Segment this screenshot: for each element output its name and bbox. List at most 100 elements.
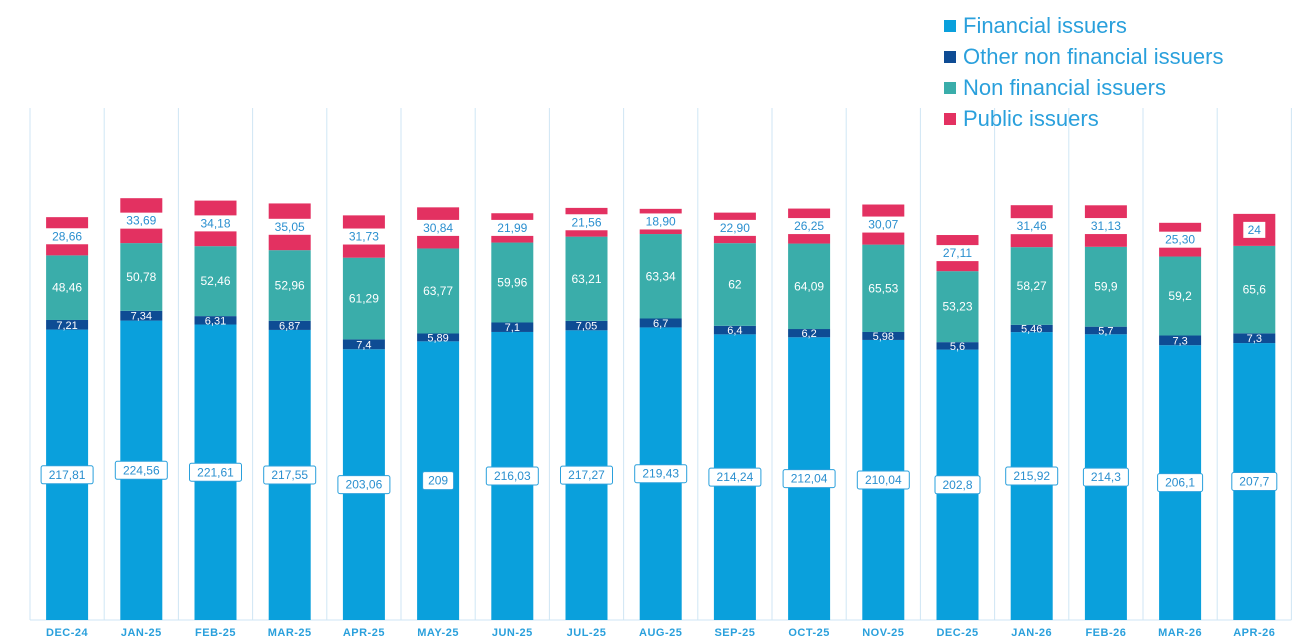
data-label-box: [1158, 231, 1202, 248]
legend-label: Non financial issuers: [963, 74, 1166, 100]
data-label: 7,4: [356, 339, 371, 351]
data-label-box: [268, 218, 312, 235]
x-tick-label: NOV-25: [862, 627, 904, 639]
bar-segment-non-financial-issuers: [713, 243, 756, 326]
x-tick-label: APR-26: [1233, 627, 1275, 639]
x-tick-label: JUL-25: [567, 627, 607, 639]
data-label: 207,7: [1239, 475, 1269, 489]
bar-segment-non-financial-issuers: [1010, 247, 1053, 325]
data-label-box: [1084, 218, 1128, 235]
data-label: 7,3: [1247, 333, 1262, 345]
data-label-box: [560, 465, 613, 485]
data-label: 206,1: [1165, 476, 1195, 490]
data-label: 21,56: [571, 215, 601, 229]
bar-segment-non-financial-issuers: [1084, 246, 1127, 327]
data-label-box: [485, 466, 539, 486]
bar-segment-non-financial-issuers: [639, 234, 682, 319]
legend-swatch-financial: [944, 19, 956, 32]
data-label-box: [565, 214, 608, 231]
x-tick-label: MAY-25: [417, 627, 459, 639]
bar-segment-other-non-financial-issuers: [1084, 326, 1127, 335]
x-tick-label: MAR-26: [1158, 627, 1202, 639]
grid-lines: [29, 108, 1292, 621]
data-label: 221,61: [197, 465, 234, 479]
data-label: 59,96: [497, 276, 527, 290]
x-tick-label: AUG-25: [639, 627, 682, 639]
bar-segment-non-financial-issuers: [268, 250, 311, 321]
bar-segment-non-financial-issuers: [46, 255, 89, 320]
bar-segment-other-non-financial-issuers: [417, 333, 460, 342]
data-label: 5,98: [873, 331, 894, 343]
data-label: 34,18: [200, 216, 230, 230]
x-tick-label: MAR-25: [268, 627, 312, 639]
x-tick-label: FEB-26: [1085, 627, 1126, 639]
data-label: 6,7: [653, 318, 668, 330]
data-label: 5,89: [427, 332, 448, 344]
data-label: 7,1: [505, 322, 520, 334]
x-tick-label: DEC-25: [936, 627, 978, 639]
data-label-box: [1010, 218, 1054, 235]
data-label-box: [119, 212, 163, 229]
data-label-box: [263, 465, 317, 485]
data-label: 203,06: [346, 478, 383, 492]
data-label: 22,90: [720, 221, 750, 235]
legend-swatch-other-non-financial: [944, 50, 956, 63]
data-label: 7,34: [131, 311, 152, 323]
legend-item-public-issuers: Public issuers: [944, 103, 1223, 134]
data-label-box: [337, 475, 391, 495]
data-label-box: [114, 460, 168, 480]
data-label: 30,07: [868, 218, 898, 232]
x-tick-label: APR-25: [343, 627, 385, 639]
data-label-box: [856, 470, 910, 490]
data-label: 31,46: [1017, 219, 1047, 233]
bar-segment-other-non-financial-issuers: [342, 339, 385, 350]
data-label: 53,23: [942, 300, 972, 314]
x-tick-label: SEP-25: [714, 627, 755, 639]
data-label: 50,78: [126, 270, 156, 284]
data-label: 62: [728, 277, 742, 291]
data-label: 58,27: [1017, 279, 1047, 293]
data-label: 202,8: [942, 478, 972, 492]
data-label: 48,46: [52, 281, 82, 295]
data-label: 212,04: [791, 472, 828, 486]
legend-label: Financial issuers: [963, 12, 1127, 38]
bar-segment-non-financial-issuers: [788, 243, 831, 330]
data-label-box: [490, 219, 534, 236]
data-label-box: [1231, 472, 1278, 492]
x-tick-label: JUN-25: [492, 627, 533, 639]
data-label: 219,43: [642, 467, 679, 481]
bar-segment-non-financial-issuers: [417, 248, 460, 334]
bar-segment-other-non-financial-issuers: [788, 329, 831, 338]
data-label: 5,46: [1021, 323, 1042, 335]
data-label: 7,05: [576, 321, 597, 333]
bar-segment-non-financial-issuers: [862, 244, 905, 332]
bar-segment-non-financial-issuers: [120, 243, 163, 311]
data-label-box: [934, 475, 981, 495]
bar-segment-non-financial-issuers: [1159, 256, 1202, 336]
data-label-box: [422, 471, 455, 491]
bar-segment-non-financial-issuers: [342, 257, 385, 340]
data-label: 215,92: [1013, 469, 1050, 483]
data-label: 7,3: [1172, 335, 1187, 347]
bar-segment-other-non-financial-issuers: [713, 325, 756, 335]
data-label: 6,87: [279, 320, 300, 332]
data-labels: 217,81 7,21 48,46 28,66 224,56 7,34 50,78 33,69…: [40, 212, 1278, 495]
data-label: 6,2: [801, 328, 816, 340]
legend-item-financial-issuers: Financial issuers: [944, 10, 1223, 41]
data-label: 59,2: [1168, 289, 1192, 303]
bar-segment-other-non-financial-issuers: [862, 331, 905, 340]
data-label: 5,7: [1098, 325, 1113, 337]
data-label: 33,69: [126, 214, 156, 228]
data-label: 214,3: [1091, 470, 1121, 484]
data-label: 21,99: [497, 221, 527, 235]
x-tick-label: OCT-25: [788, 627, 830, 639]
data-label: 216,03: [494, 469, 531, 483]
bar-segment-other-non-financial-issuers: [1010, 324, 1053, 333]
bar-segment-other-non-financial-issuers: [491, 322, 534, 332]
data-label: 5,6: [950, 341, 965, 353]
data-label: 224,56: [123, 463, 160, 477]
data-label: 24: [1248, 223, 1262, 237]
x-axis-ticks: DEC-24 JAN-25 FEB-25 MAR-25 APR-25 MAY-25 JUN-…: [46, 627, 1275, 639]
data-label-box: [45, 228, 89, 245]
bar-segment-other-non-financial-issuers: [1159, 335, 1202, 346]
